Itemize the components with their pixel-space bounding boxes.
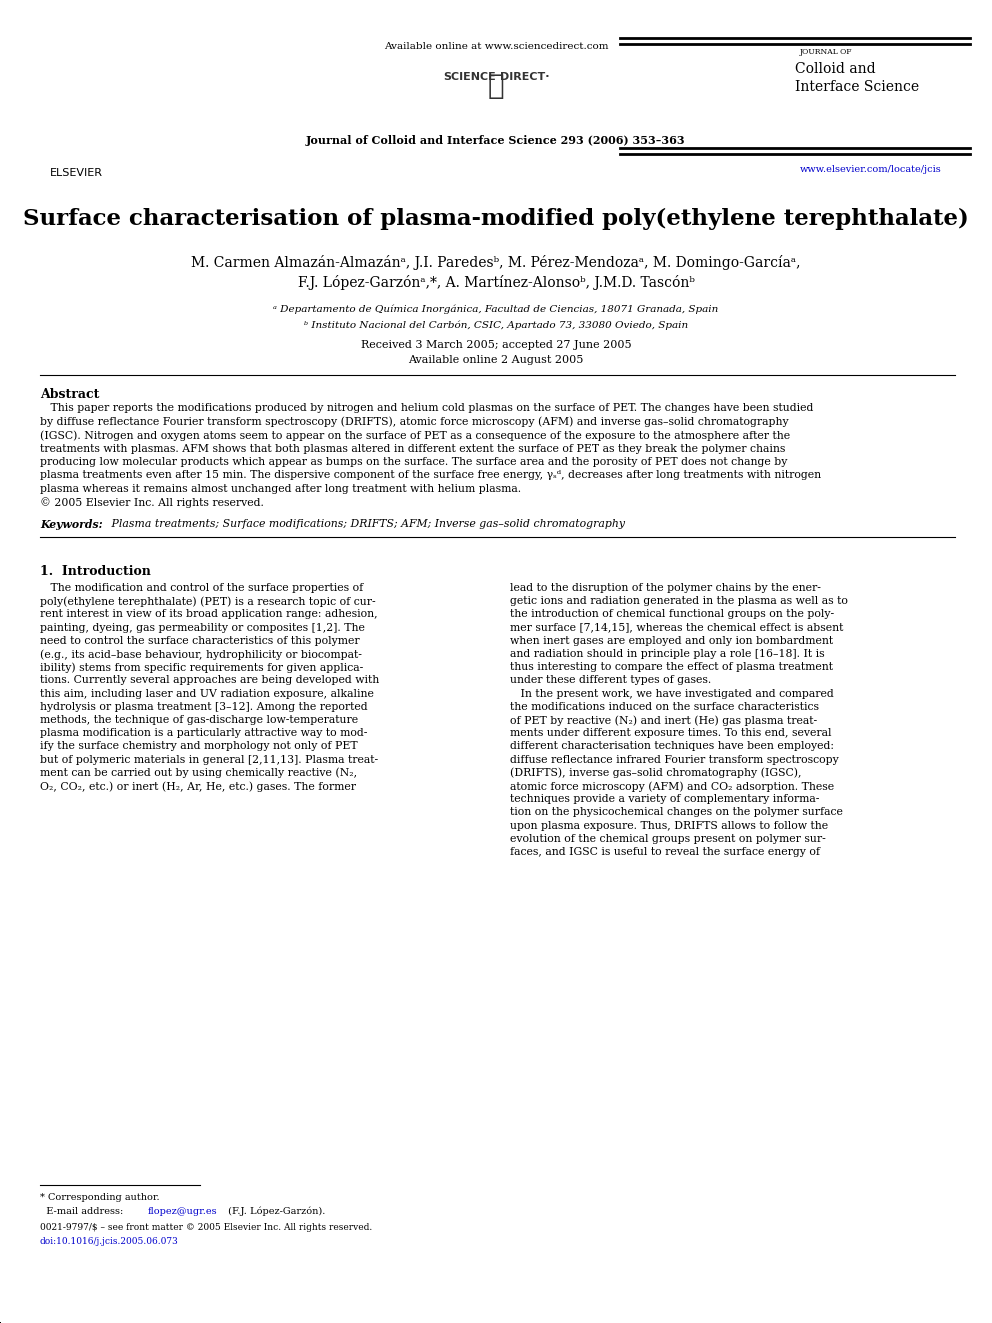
Text: getic ions and radiation generated in the plasma as well as to: getic ions and radiation generated in th… (510, 597, 848, 606)
Text: F.J. López-Garzónᵃ,*, A. Martínez-Alonsoᵇ, J.M.D. Tascónᵇ: F.J. López-Garzónᵃ,*, A. Martínez-Alonso… (298, 275, 694, 290)
Text: Interface Science: Interface Science (795, 79, 920, 94)
Text: plasma treatments even after 15 min. The dispersive component of the surface fre: plasma treatments even after 15 min. The… (40, 471, 821, 480)
Text: when inert gases are employed and only ion bombardment: when inert gases are employed and only i… (510, 636, 833, 646)
Text: hydrolysis or plasma treatment [3–12]. Among the reported: hydrolysis or plasma treatment [3–12]. A… (40, 701, 368, 712)
Text: ᵃ Departamento de Química Inorgánica, Facultad de Ciencias, 18071 Granada, Spain: ᵃ Departamento de Química Inorgánica, Fa… (274, 306, 718, 315)
Text: Surface characterisation of plasma-modified poly(ethylene terephthalate): Surface characterisation of plasma-modif… (23, 208, 969, 230)
Text: evolution of the chemical groups present on polymer sur-: evolution of the chemical groups present… (510, 833, 825, 844)
Text: (e.g., its acid–base behaviour, hydrophilicity or biocompat-: (e.g., its acid–base behaviour, hydrophi… (40, 650, 362, 660)
Text: techniques provide a variety of complementary informa-: techniques provide a variety of compleme… (510, 794, 819, 804)
Text: the introduction of chemical functional groups on the poly-: the introduction of chemical functional … (510, 610, 834, 619)
Text: www.elsevier.com/locate/jcis: www.elsevier.com/locate/jcis (800, 165, 941, 175)
Text: (IGSC). Nitrogen and oxygen atoms seem to appear on the surface of PET as a cons: (IGSC). Nitrogen and oxygen atoms seem t… (40, 430, 790, 441)
Text: ELSEVIER: ELSEVIER (50, 168, 102, 179)
Text: Available online 2 August 2005: Available online 2 August 2005 (409, 355, 583, 365)
Text: treatments with plasmas. AFM shows that both plasmas altered in different extent: treatments with plasmas. AFM shows that … (40, 443, 786, 454)
Text: but of polymeric materials in general [2,11,13]. Plasma treat-: but of polymeric materials in general [2… (40, 754, 378, 765)
Text: ⓓ: ⓓ (488, 71, 504, 101)
Text: tion on the physicochemical changes on the polymer surface: tion on the physicochemical changes on t… (510, 807, 843, 818)
Text: Journal of Colloid and Interface Science 293 (2006) 353–363: Journal of Colloid and Interface Science… (307, 135, 685, 146)
Text: DIRECT·: DIRECT· (500, 71, 550, 82)
Text: Plasma treatments; Surface modifications; DRIFTS; AFM; Inverse gas–solid chromat: Plasma treatments; Surface modifications… (108, 519, 625, 529)
Text: methods, the technique of gas-discharge low-temperature: methods, the technique of gas-discharge … (40, 714, 358, 725)
Text: Received 3 March 2005; accepted 27 June 2005: Received 3 March 2005; accepted 27 June … (361, 340, 631, 351)
Text: 0021-9797/$ – see front matter © 2005 Elsevier Inc. All rights reserved.: 0021-9797/$ – see front matter © 2005 El… (40, 1222, 372, 1232)
Text: rent interest in view of its broad application range: adhesion,: rent interest in view of its broad appli… (40, 610, 378, 619)
Text: 1.  Introduction: 1. Introduction (40, 565, 151, 578)
Text: ments under different exposure times. To this end, several: ments under different exposure times. To… (510, 728, 831, 738)
Text: JOURNAL OF: JOURNAL OF (800, 48, 852, 56)
Text: * Corresponding author.: * Corresponding author. (40, 1193, 160, 1203)
Text: different characterisation techniques have been employed:: different characterisation techniques ha… (510, 741, 834, 751)
Text: Keywords:: Keywords: (40, 519, 102, 531)
Text: plasma modification is a particularly attractive way to mod-: plasma modification is a particularly at… (40, 728, 367, 738)
Text: M. Carmen Almazán-Almazánᵃ, J.I. Paredesᵇ, M. Pérez-Mendozaᵃ, M. Domingo-Garcíaᵃ: M. Carmen Almazán-Almazánᵃ, J.I. Paredes… (191, 255, 801, 270)
Text: upon plasma exposure. Thus, DRIFTS allows to follow the: upon plasma exposure. Thus, DRIFTS allow… (510, 820, 828, 831)
Text: SCIENCE: SCIENCE (443, 71, 496, 82)
Text: faces, and IGSC is useful to reveal the surface energy of: faces, and IGSC is useful to reveal the … (510, 847, 820, 857)
Text: O₂, CO₂, etc.) or inert (H₂, Ar, He, etc.) gases. The former: O₂, CO₂, etc.) or inert (H₂, Ar, He, etc… (40, 781, 356, 791)
Text: this aim, including laser and UV radiation exposure, alkaline: this aim, including laser and UV radiati… (40, 688, 374, 699)
Text: diffuse reflectance infrared Fourier transform spectroscopy: diffuse reflectance infrared Fourier tra… (510, 754, 839, 765)
Text: plasma whereas it remains almost unchanged after long treatment with helium plas: plasma whereas it remains almost unchang… (40, 484, 521, 493)
Text: and radiation should in principle play a role [16–18]. It is: and radiation should in principle play a… (510, 650, 824, 659)
Text: painting, dyeing, gas permeability or composites [1,2]. The: painting, dyeing, gas permeability or co… (40, 623, 365, 632)
Text: need to control the surface characteristics of this polymer: need to control the surface characterist… (40, 636, 360, 646)
Text: Abstract: Abstract (40, 388, 99, 401)
Text: (F.J. López-Garzón).: (F.J. López-Garzón). (225, 1207, 325, 1217)
Text: producing low molecular products which appear as bumps on the surface. The surfa: producing low molecular products which a… (40, 456, 788, 467)
Text: atomic force microscopy (AFM) and CO₂ adsorption. These: atomic force microscopy (AFM) and CO₂ ad… (510, 781, 834, 791)
Text: ᵇ Instituto Nacional del Carbón, CSIC, Apartado 73, 33080 Oviedo, Spain: ᵇ Instituto Nacional del Carbón, CSIC, A… (304, 320, 688, 329)
Text: Colloid and: Colloid and (795, 62, 876, 75)
Text: © 2005 Elsevier Inc. All rights reserved.: © 2005 Elsevier Inc. All rights reserved… (40, 497, 264, 508)
Text: lead to the disruption of the polymer chains by the ener-: lead to the disruption of the polymer ch… (510, 583, 820, 593)
Text: flopez@ugr.es: flopez@ugr.es (148, 1207, 217, 1216)
Text: poly(ethylene terephthalate) (PET) is a research topic of cur-: poly(ethylene terephthalate) (PET) is a … (40, 597, 376, 607)
Text: This paper reports the modifications produced by nitrogen and helium cold plasma: This paper reports the modifications pro… (40, 404, 813, 413)
Text: mer surface [7,14,15], whereas the chemical effect is absent: mer surface [7,14,15], whereas the chemi… (510, 623, 843, 632)
Text: tions. Currently several approaches are being developed with: tions. Currently several approaches are … (40, 676, 379, 685)
Text: E-mail address:: E-mail address: (40, 1207, 126, 1216)
Text: of PET by reactive (N₂) and inert (He) gas plasma treat-: of PET by reactive (N₂) and inert (He) g… (510, 714, 817, 725)
Text: the modifications induced on the surface characteristics: the modifications induced on the surface… (510, 701, 819, 712)
Text: ify the surface chemistry and morphology not only of PET: ify the surface chemistry and morphology… (40, 741, 358, 751)
Text: under these different types of gases.: under these different types of gases. (510, 676, 711, 685)
Text: The modification and control of the surface properties of: The modification and control of the surf… (40, 583, 363, 593)
Text: ment can be carried out by using chemically reactive (N₂,: ment can be carried out by using chemica… (40, 767, 357, 778)
Text: (DRIFTS), inverse gas–solid chromatography (IGSC),: (DRIFTS), inverse gas–solid chromatograp… (510, 767, 802, 778)
Text: by diffuse reflectance Fourier transform spectroscopy (DRIFTS), atomic force mic: by diffuse reflectance Fourier transform… (40, 417, 789, 427)
Text: In the present work, we have investigated and compared: In the present work, we have investigate… (510, 688, 833, 699)
Text: Available online at www.sciencedirect.com: Available online at www.sciencedirect.co… (384, 42, 608, 52)
Text: doi:10.1016/j.jcis.2005.06.073: doi:10.1016/j.jcis.2005.06.073 (40, 1237, 179, 1246)
Text: thus interesting to compare the effect of plasma treatment: thus interesting to compare the effect o… (510, 663, 833, 672)
Text: ibility) stems from specific requirements for given applica-: ibility) stems from specific requirement… (40, 663, 363, 673)
